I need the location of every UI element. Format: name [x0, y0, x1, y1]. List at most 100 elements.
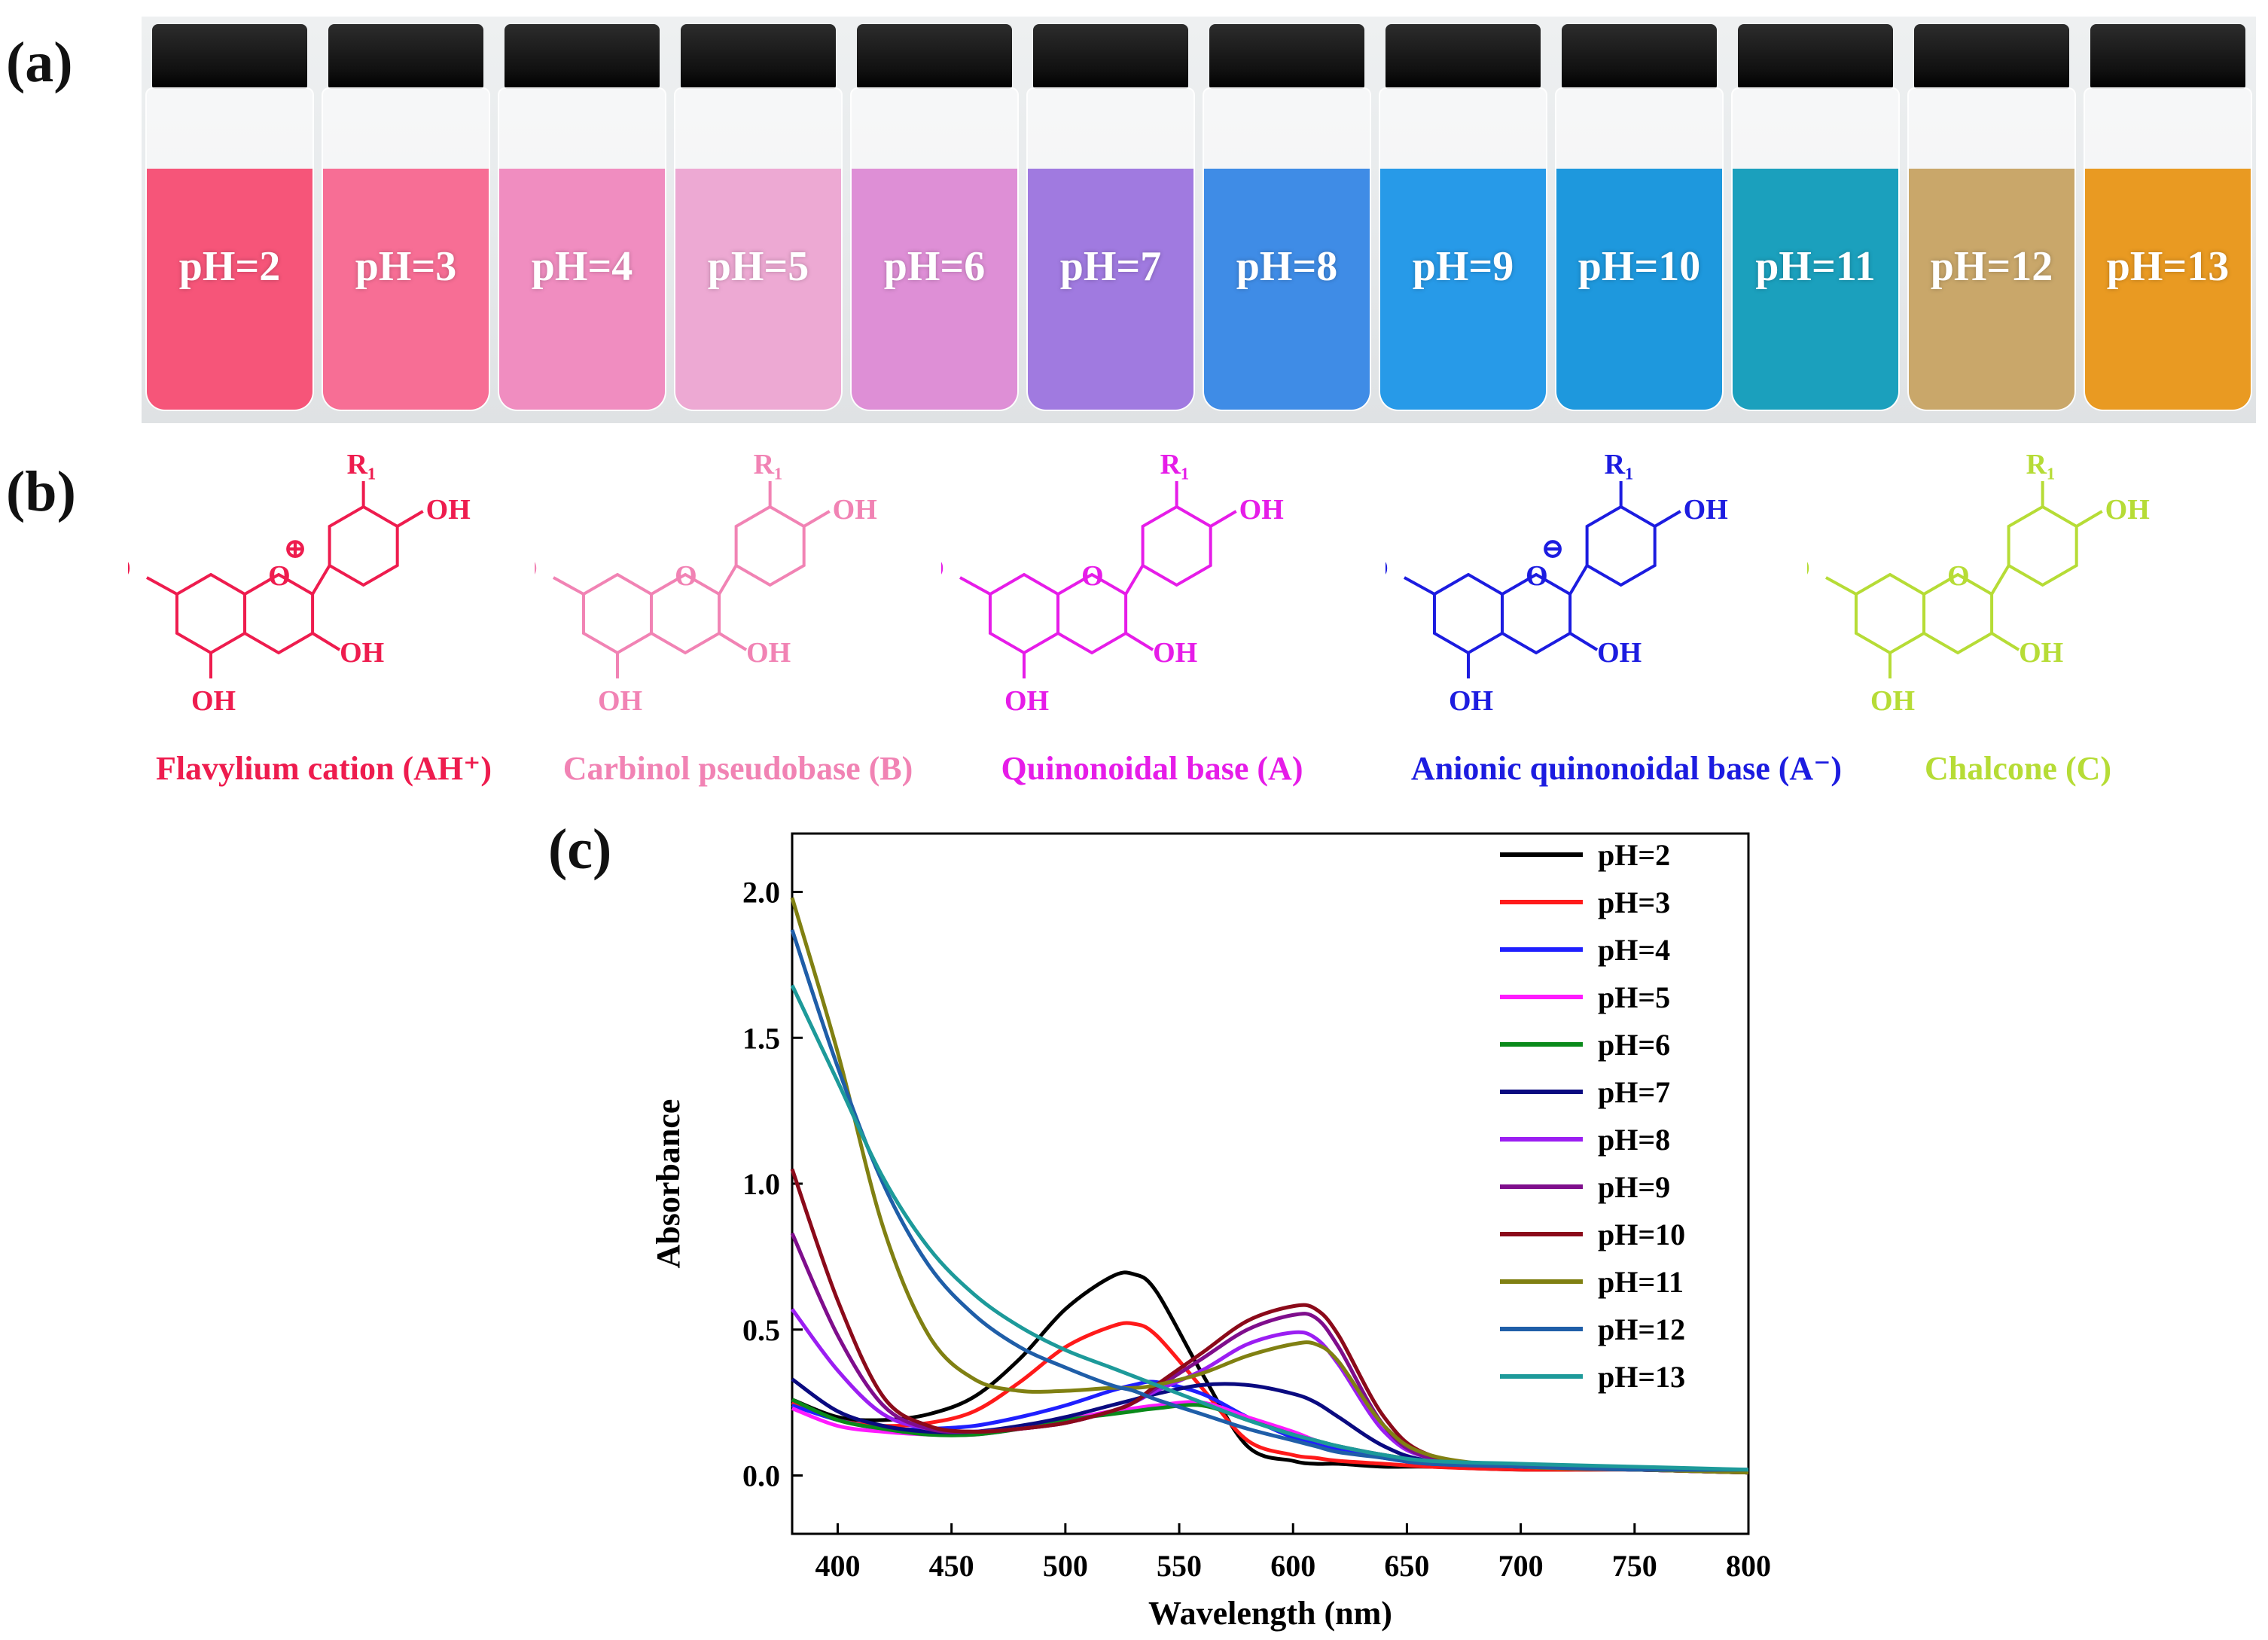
vial-ph-label: pH=4: [531, 243, 633, 290]
substituent-oh-c: OH: [746, 637, 791, 669]
ring-b: [328, 504, 399, 587]
bond: [146, 576, 178, 596]
vial: pH=13: [2080, 17, 2256, 423]
structure-name: Flavylium cation (AH⁺): [155, 750, 492, 787]
structure-diagram: HO OH OH R₁ OH O: [941, 449, 1284, 717]
ring-b: [1585, 504, 1657, 587]
ring-oxygen: O: [1526, 560, 1548, 592]
vial: pH=12: [1904, 17, 2080, 423]
vial-glass: [2083, 87, 2253, 411]
x-tick-label: 800: [1726, 1549, 1771, 1583]
vial-liquid: [1908, 169, 2075, 410]
structure-card: HOOHOHR₁OHOCarbinol pseudobase (B): [535, 425, 941, 817]
structure-name: Chalcone (C): [1924, 750, 2112, 787]
substituent-oh-b: OH: [1239, 494, 1284, 526]
vial-cap: [328, 24, 483, 89]
bond: [1404, 576, 1435, 596]
bond: [1569, 632, 1599, 651]
vial-cap: [2090, 24, 2245, 89]
ring-oxygen: O: [268, 560, 291, 592]
vial-glass: [497, 87, 667, 411]
bond: [718, 632, 748, 651]
panel-label-b: (b): [6, 460, 76, 523]
legend-label: pH=11: [1598, 1265, 1684, 1299]
bond: [718, 564, 738, 596]
vial: pH=3: [318, 17, 494, 423]
vial-glass: [1202, 87, 1372, 411]
vial-ph-label: pH=10: [1578, 243, 1701, 290]
vial-liquid: [1027, 169, 1194, 410]
bond: [1568, 564, 1589, 596]
structure-card: HO OH OH R₁ OH O Chalcone (C): [1807, 425, 2229, 817]
vial: pH=8: [1199, 17, 1375, 423]
series-line-pH-3: [791, 1321, 1749, 1475]
vial-ph-label: pH=7: [1059, 243, 1162, 290]
y-tick-label: 0.0: [742, 1459, 780, 1493]
ring-a: [1432, 572, 1504, 655]
x-tick-label: 550: [1157, 1549, 1202, 1583]
vial: pH=7: [1023, 17, 1199, 423]
vial-liquid: [146, 169, 313, 410]
bond: [1209, 510, 1237, 528]
vial-liquid: [851, 169, 1018, 410]
vial-glass: [1554, 87, 1724, 411]
legend-label: pH=3: [1598, 886, 1670, 919]
substituent-oh-a: OH: [1870, 685, 1915, 717]
bond: [2075, 510, 2103, 528]
legend-label: pH=10: [1598, 1218, 1685, 1251]
ring-b: [734, 504, 806, 587]
ring-c: [1922, 572, 1994, 655]
legend-label: pH=7: [1598, 1075, 1670, 1109]
vial-cap: [1209, 24, 1364, 89]
y-axis-title: Absorbance: [650, 1099, 687, 1269]
vial-ph-label: pH=6: [883, 243, 986, 290]
vial-cap: [1562, 24, 1717, 89]
substituent-oh-a: OH: [191, 685, 236, 717]
bond: [396, 510, 424, 528]
x-axis-title: Wavelength (nm): [1148, 1595, 1392, 1632]
substituent-oh-c: OH: [340, 637, 384, 669]
substituent-oh-b: OH: [2105, 494, 2150, 526]
substituent-ho: HO: [1807, 553, 1810, 584]
charge-sign: ⊖: [1541, 533, 1565, 565]
vial: pH=10: [1551, 17, 1727, 423]
legend-label: pH=9: [1598, 1170, 1670, 1204]
vial: pH=9: [1375, 17, 1551, 423]
substituent-r1: R₁: [2026, 449, 2056, 480]
ring-b: [1141, 504, 1212, 587]
vial-glass: [849, 87, 1020, 411]
structure-card: HOOHOHR₁OHO⊖Anionic quinonoidal base (A⁻…: [1385, 425, 1867, 817]
vial-liquid: [1732, 169, 1899, 410]
vial-liquid: [2084, 169, 2251, 410]
legend-label: pH=8: [1598, 1123, 1670, 1157]
vial-liquid: [1203, 169, 1370, 410]
vial: pH=11: [1727, 17, 1904, 423]
structure-diagram: HO OH OH R₁ OH O: [535, 449, 877, 717]
x-tick-label: 400: [815, 1549, 860, 1583]
vial-liquid: [1379, 169, 1547, 410]
legend-label: pH=5: [1598, 980, 1670, 1014]
vial: pH=4: [494, 17, 670, 423]
vial-ph-label: pH=11: [1755, 243, 1876, 290]
substituent-oh-a: OH: [1449, 685, 1493, 717]
panel-label-a: (a): [6, 31, 73, 94]
structure-name: Quinonoidal base (A): [1001, 750, 1303, 787]
vial-ph-label: pH=13: [2106, 243, 2230, 290]
legend-label: pH=4: [1598, 933, 1670, 967]
vial-glass: [1026, 87, 1196, 411]
x-tick-label: 500: [1043, 1549, 1088, 1583]
legend-label: pH=6: [1598, 1028, 1670, 1062]
structure-diagram: HO OH OH R₁ OH O: [1807, 449, 2150, 717]
bond: [311, 564, 331, 596]
bond: [1825, 576, 1857, 596]
substituent-r1: R₁: [754, 449, 783, 480]
substituent-oh-b: OH: [833, 494, 877, 526]
charge-sign: ⊕: [283, 533, 307, 565]
vial-ph-label: pH=5: [707, 243, 809, 290]
vial-glass: [321, 87, 491, 411]
vial: pH=5: [670, 17, 846, 423]
bond: [312, 632, 341, 651]
panel-label-c: (c): [548, 818, 612, 881]
ring-a: [1854, 572, 1926, 655]
x-tick-label: 450: [929, 1549, 974, 1583]
